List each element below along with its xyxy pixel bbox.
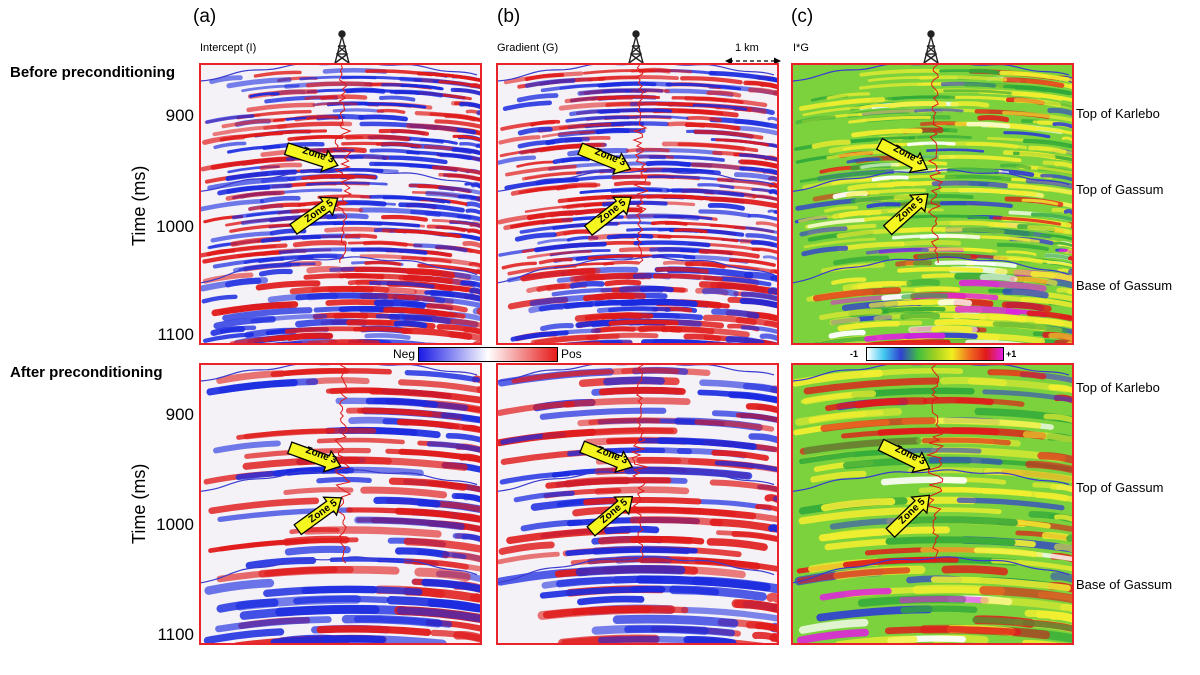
column-label-c: (c) (791, 6, 814, 27)
column-label-b: (b) (497, 6, 521, 27)
y-tick: 1000 (156, 515, 194, 534)
y-tick: 1100 (157, 325, 194, 344)
column-label-a: (a) (193, 6, 217, 27)
horizon-label-gassum-base: Base of Gassum (1076, 278, 1173, 293)
y-tick: 1000 (156, 217, 194, 236)
seismic-panel-gradient-before (496, 63, 779, 345)
seismic-panel-product-before (791, 63, 1074, 345)
row-label-after: After preconditioning (10, 364, 163, 381)
well-derrick-icon (334, 30, 350, 64)
horizon-label-karlebo: Top of Karlebo (1076, 106, 1160, 121)
scale-bar (725, 57, 781, 65)
seismic-panel-intercept-before (199, 63, 482, 345)
scale-label: 1 km (735, 42, 759, 54)
panel-title-product: I*G (793, 42, 809, 54)
y-tick: 900 (165, 106, 194, 125)
y-tick: 1100 (157, 625, 194, 644)
seismic-panel-product-after (791, 363, 1074, 645)
row-label-before: Before preconditioning (10, 64, 175, 81)
well-derrick-icon (628, 30, 644, 64)
colorbar-product (866, 347, 1004, 361)
seismic-panel-gradient-after (496, 363, 779, 645)
colorbar-max-label: +1 (1006, 349, 1017, 359)
horizon-label-karlebo: Top of Karlebo (1076, 380, 1160, 395)
colorbar-min-label: -1 (850, 349, 859, 359)
panel-title-gradient: Gradient (G) (497, 42, 559, 54)
colorbar-ig (418, 347, 558, 362)
colorbar-neg-label: Neg (393, 347, 416, 361)
panel-title-intercept: Intercept (I) (200, 42, 257, 54)
colorbar-pos-label: Pos (561, 347, 582, 361)
y-tick: 900 (165, 405, 194, 424)
seismic-panel-intercept-after (199, 363, 482, 645)
horizon-label-gassum-base: Base of Gassum (1076, 577, 1173, 592)
horizon-label-gassum-top: Top of Gassum (1076, 480, 1164, 495)
horizon-label-gassum-top: Top of Gassum (1076, 182, 1164, 197)
well-derrick-icon (923, 30, 939, 64)
